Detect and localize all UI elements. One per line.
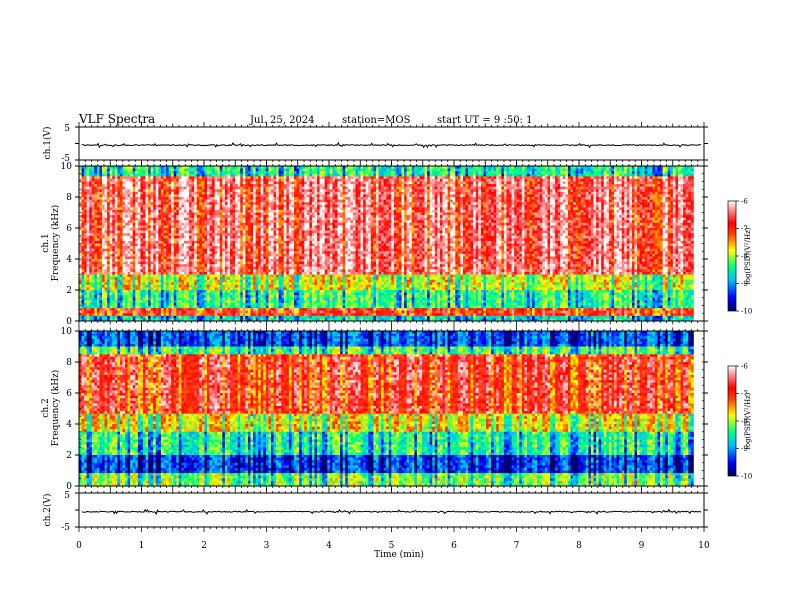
ch2-waveform-ticks <box>75 492 708 528</box>
time-axis-tick-label: 8 <box>576 541 582 551</box>
ch2-waveform-ylabel: ch.2(V) <box>42 494 53 527</box>
station-label: station=MOS <box>342 115 411 126</box>
ch1-spectrogram-yticks: 0 2 4 6 8 10 <box>61 162 708 327</box>
spec1-ytick-label: 10 <box>61 162 73 172</box>
ch1-spectrogram-ylabel-channel: ch.1 <box>41 233 51 252</box>
spec1-ytick-label: 4 <box>66 255 72 265</box>
cb2-ticks-label: -6 <box>741 363 748 371</box>
time-axis-tick-label: 7 <box>514 541 520 551</box>
ch2-colorbar-label: log(PSD)(V²/Hz) <box>744 392 752 449</box>
ch2-spectrogram-panel: 0 2 4 6 8 10 ch.2 Frequency (kHz) -6 -7 -8 -9 -10… <box>41 327 752 492</box>
ch1-spectrogram-image <box>79 166 704 322</box>
time-axis-tick-label: 1 <box>139 541 145 551</box>
time-axis-label: Time (min) <box>374 549 424 560</box>
ch2-waveform-trace <box>81 508 702 516</box>
ch2-spectrogram-ylabel-channel: ch.2 <box>41 398 51 417</box>
spec1-ytick-label: 2 <box>66 286 72 296</box>
ch2-spectrogram-image <box>79 331 704 487</box>
ch1-colorbar-label: log(PSD)(V²/Hz) <box>744 227 752 284</box>
ch1-waveform-trace <box>81 141 702 149</box>
time-axis: 0 1 2 3 4 5 6 7 8 9 10 <box>76 122 710 551</box>
ch2-spectrogram-yticks: 0 2 4 6 8 10 <box>61 327 708 492</box>
cb2-ticks-label: -8 <box>741 418 748 426</box>
cb1-ticks-label: -8 <box>741 253 748 261</box>
spec1-ytick-label: 6 <box>66 224 72 234</box>
spec1-ytick-label: 0 <box>66 317 72 327</box>
ch1-ytick-bottom: -5 <box>61 154 70 164</box>
start-time-label: start UT = 9 :50: 1 <box>437 115 532 126</box>
ch1-waveform-ticks <box>75 126 708 161</box>
time-axis-tick-label: 10 <box>698 541 710 551</box>
spec2-ytick-label: 4 <box>66 420 72 430</box>
ch2-ytick-bottom: -5 <box>61 523 70 533</box>
cb2-ticks-label: -10 <box>741 473 752 481</box>
ch2-waveform-panel: 5 -5 ch.2(V) <box>42 491 708 533</box>
ch2-ytick-top: 5 <box>64 491 70 501</box>
date-label: Jul. 25, 2024 <box>249 115 315 126</box>
time-axis-tick-label: 2 <box>201 541 207 551</box>
spec2-ytick-label: 0 <box>66 482 72 492</box>
time-axis-tick-label: 5 <box>389 541 395 551</box>
cb1-ticks-label: -10 <box>741 308 752 316</box>
header: VLF Spectra Jul. 25, 2024 station=MOS st… <box>78 112 532 126</box>
ch2-colorbar: -6 -7 -8 -9 -10 log(PSD)(V²/Hz) <box>727 363 752 481</box>
time-axis-tick-label: 4 <box>326 541 332 551</box>
ch1-spectrogram-ylabel-frequency: Frequency (kHz) <box>50 205 61 282</box>
time-axis-tick-label: 6 <box>451 541 457 551</box>
cb1-ticks-label: -6 <box>741 198 748 206</box>
spec2-ytick-label: 2 <box>66 451 72 461</box>
ch1-spectrogram-panel: 0 2 4 6 8 10 ch.1 Frequency (kHz) -6 -7 -8 -9 -10… <box>41 162 752 327</box>
time-axis-tick-label: 3 <box>264 541 270 551</box>
ch2-spectrogram-ylabel-frequency: Frequency (kHz) <box>50 370 61 447</box>
ch1-waveform-panel: 5 -5 ch.1(V) <box>42 124 708 164</box>
cb1-ticks-label: -9 <box>741 280 748 288</box>
ch1-ytick-top: 5 <box>64 124 70 134</box>
time-axis-tick-label: 0 <box>76 541 82 551</box>
spec2-ytick-label: 6 <box>66 389 72 399</box>
spec1-ytick-label: 8 <box>66 193 72 203</box>
figure-title: VLF Spectra <box>78 112 155 126</box>
ch1-waveform-ylabel: ch.1(V) <box>42 127 53 160</box>
time-axis-tick-label: 9 <box>639 541 645 551</box>
cb1-ticks-label: -7 <box>741 225 748 233</box>
spec2-ytick-label: 10 <box>61 327 73 337</box>
spec2-ytick-label: 8 <box>66 358 72 368</box>
ch1-colorbar: -6 -7 -8 -9 -10 log(PSD)(V²/Hz) <box>727 198 752 316</box>
cb2-ticks-label: -7 <box>741 390 748 398</box>
cb2-ticks-label: -9 <box>741 445 748 453</box>
